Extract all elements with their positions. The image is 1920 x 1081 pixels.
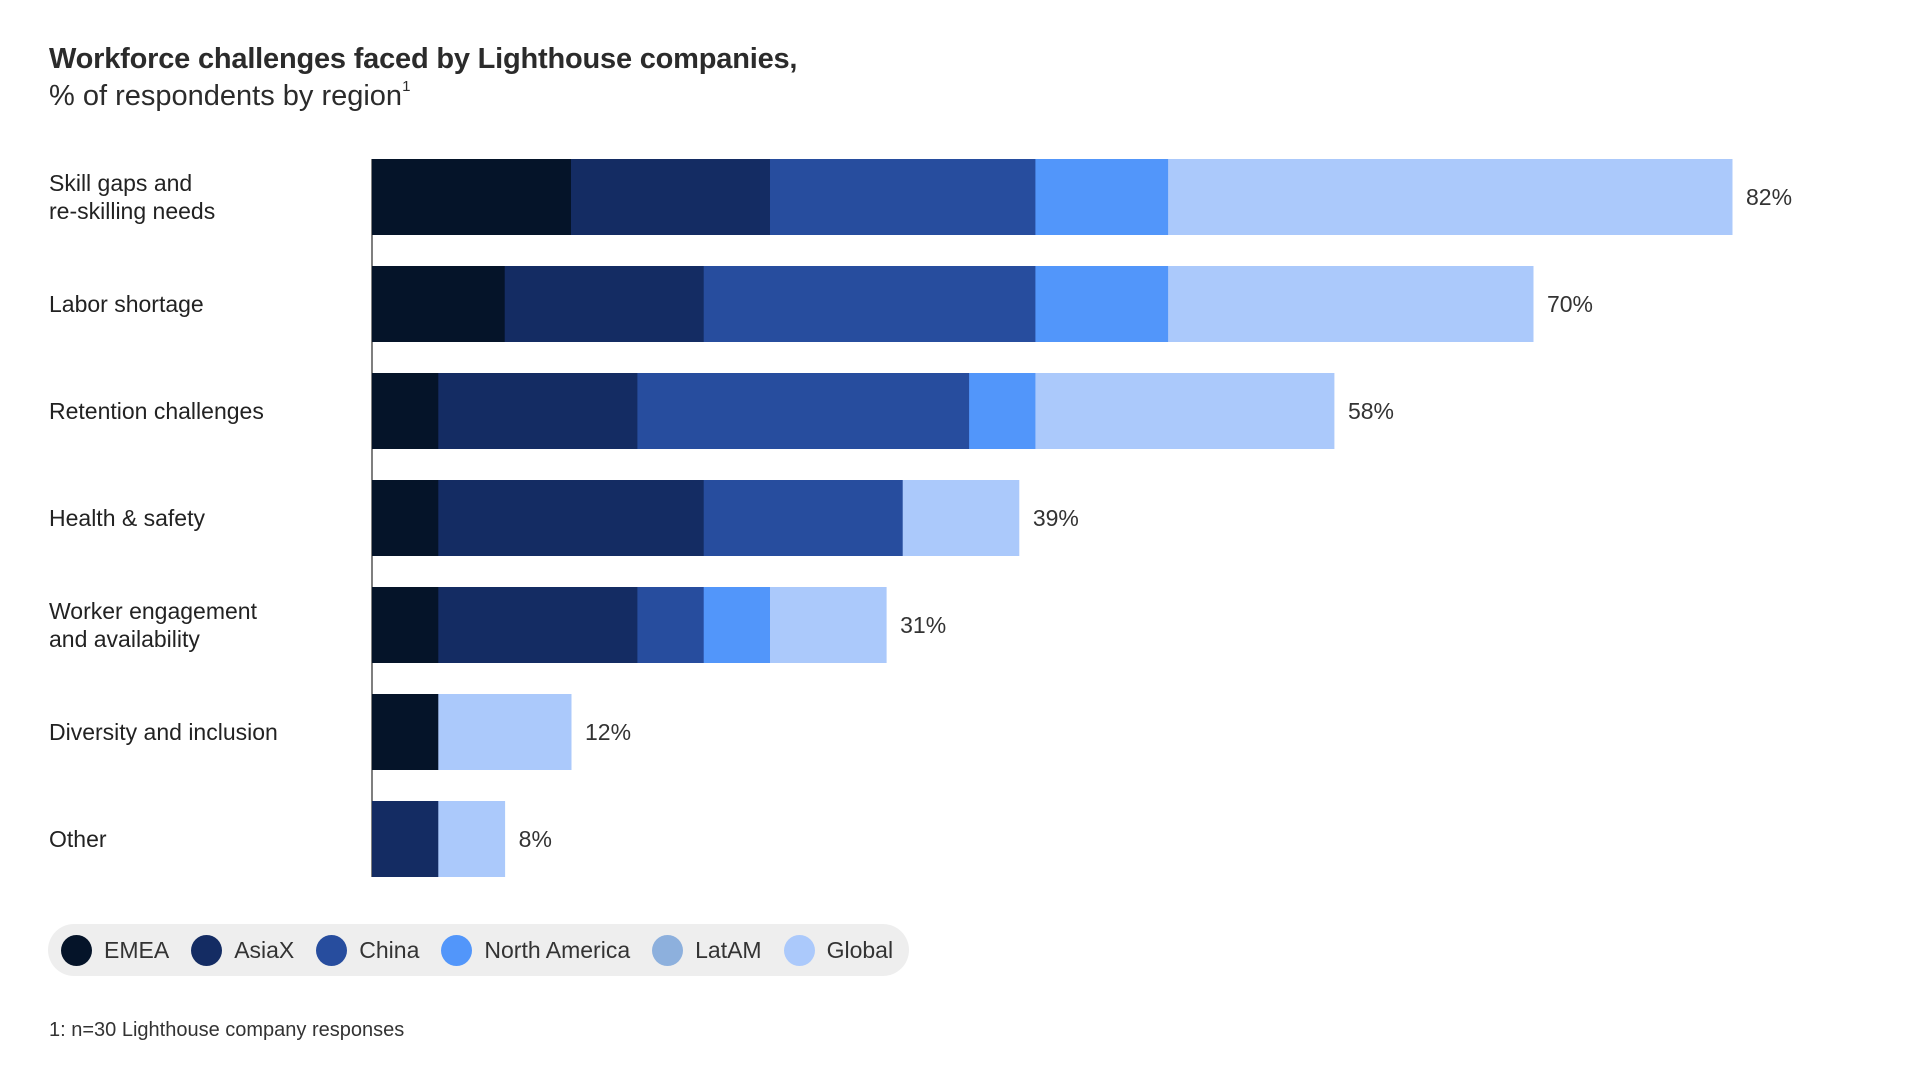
legend-swatch <box>441 934 473 966</box>
legend-label: China <box>359 936 420 963</box>
total-value-label: 31% <box>900 612 947 638</box>
bar-segment-global-3 <box>1035 373 1335 449</box>
legend-label: Global <box>826 936 894 963</box>
bar-segment-north-america-1 <box>1035 159 1169 235</box>
legend-item-asiax: AsiaX <box>191 934 295 966</box>
bar-segment-global-7 <box>438 801 506 877</box>
legend-label: North America <box>484 936 631 963</box>
category-label: Labor shortage <box>49 291 204 317</box>
category-label: Other <box>49 826 107 852</box>
chart-legend: EMEA AsiaX China North America LatAM Global <box>48 924 910 976</box>
total-value-label: 82% <box>1746 184 1793 210</box>
bar-segment-global-2 <box>1168 266 1534 342</box>
bar-segment-emea-3 <box>372 373 439 449</box>
bar-segment-china-2 <box>703 266 1036 342</box>
total-value-label: 12% <box>585 719 632 745</box>
bar-segment-emea-2 <box>372 266 506 342</box>
total-value-label: 58% <box>1347 398 1394 424</box>
bar-segment-china-3 <box>637 373 970 449</box>
bar-segment-north-america-3 <box>969 373 1036 449</box>
bar-segment-north-america-5 <box>703 587 771 663</box>
category-label: Diversity and inclusion <box>49 719 278 745</box>
legend-label: AsiaX <box>234 936 295 963</box>
legend-item-emea: EMEA <box>61 934 170 966</box>
bar-segment-emea-4 <box>372 480 439 556</box>
legend-swatch <box>652 934 684 966</box>
chart-title: Workforce challenges faced by Lighthouse… <box>49 43 798 75</box>
legend-item-china: China <box>316 934 420 966</box>
total-value-label: 8% <box>518 826 552 852</box>
chart-subtitle: % of respondents by region1 <box>49 78 411 113</box>
bar-segment-emea-6 <box>372 694 439 770</box>
bar-segment-global-6 <box>438 694 572 770</box>
legend-swatch <box>191 934 223 966</box>
bar-segment-china-4 <box>703 480 904 556</box>
legend-label: LatAM <box>695 936 762 963</box>
bar-segment-asiax-2 <box>504 266 705 342</box>
legend-swatch <box>61 934 92 966</box>
bar-segment-china-1 <box>770 159 1036 235</box>
bar-segment-asiax-5 <box>438 587 638 663</box>
footnote-marker: 1 <box>402 78 411 95</box>
legend-label: EMEA <box>104 936 170 963</box>
legend-swatch <box>316 934 348 966</box>
chart-subtitle-text: % of respondents by region <box>49 80 403 112</box>
bar-segment-china-5 <box>637 587 705 663</box>
footnote: 1: n=30 Lighthouse company responses <box>49 1019 405 1041</box>
total-value-label: 39% <box>1032 505 1079 531</box>
bar-segment-asiax-7 <box>372 801 439 877</box>
legend-item-global: Global <box>783 934 894 966</box>
bar-segment-global-5 <box>770 587 887 663</box>
bar-segment-emea-5 <box>372 587 439 663</box>
bar-segment-global-1 <box>1168 159 1733 235</box>
bar-segment-north-america-2 <box>1035 266 1169 342</box>
bar-segment-asiax-3 <box>438 373 638 449</box>
legend-item-north-america: North America <box>441 934 631 966</box>
category-label: Health & safety <box>49 505 205 531</box>
category-label: Skill gaps and re-skilling needs <box>49 170 216 224</box>
bar-segment-asiax-4 <box>438 480 705 556</box>
legend-item-latam: LatAM <box>652 934 762 966</box>
category-label: Retention challenges <box>49 398 264 424</box>
category-label: Worker engagement and availability <box>49 598 257 652</box>
bar-segment-emea-1 <box>372 159 572 235</box>
total-value-label: 70% <box>1546 291 1594 317</box>
legend-swatch <box>783 934 815 966</box>
bar-segment-asiax-1 <box>571 159 771 235</box>
bar-segment-global-4 <box>902 480 1020 556</box>
